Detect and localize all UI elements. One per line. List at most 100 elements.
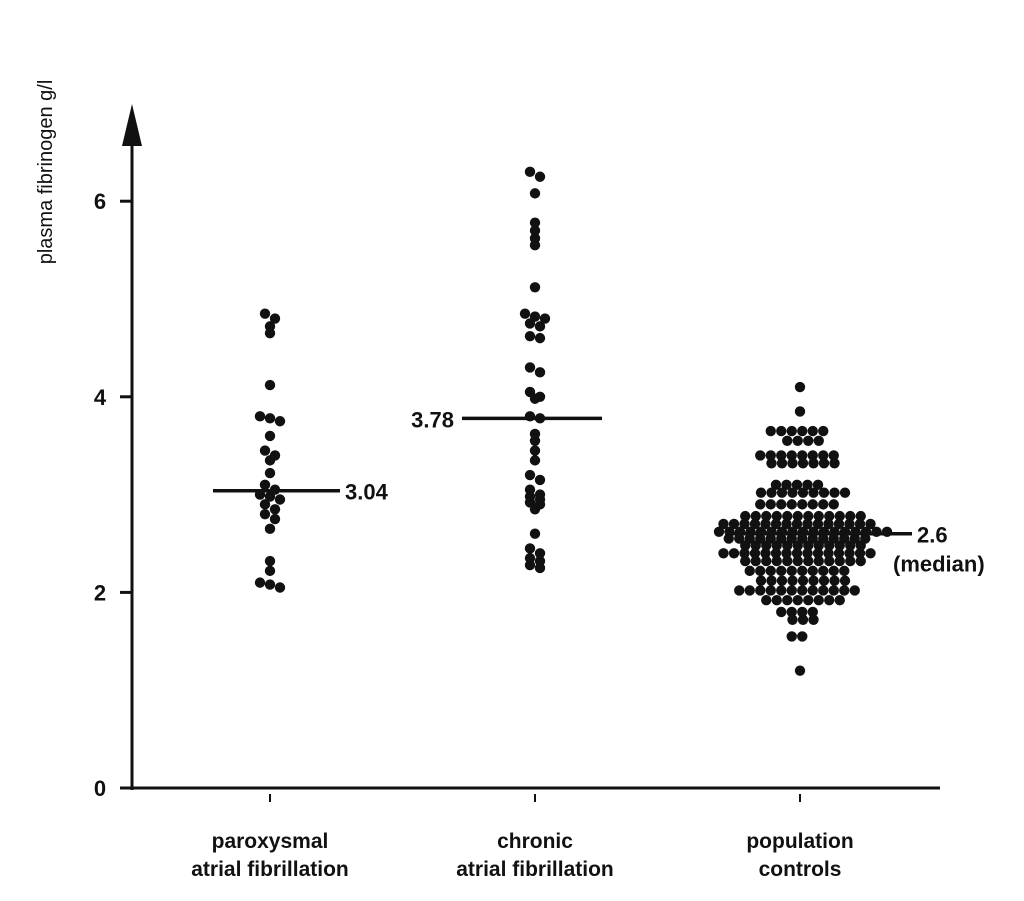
data-point (781, 548, 792, 559)
data-point (534, 367, 546, 378)
data-point (529, 455, 541, 466)
data-point (865, 518, 876, 530)
data-point (264, 328, 276, 339)
data-point (865, 548, 876, 559)
data-point (776, 575, 788, 586)
data-point (529, 445, 541, 456)
data-point (786, 499, 797, 510)
category-label: population (746, 830, 853, 853)
data-point (524, 362, 536, 373)
data-point (750, 555, 761, 567)
data-point (786, 450, 797, 461)
data-point (833, 548, 845, 559)
data-point (264, 455, 276, 466)
y-tick-label: 2 (94, 580, 106, 605)
data-point (771, 595, 782, 606)
data-point (259, 479, 271, 491)
data-point (534, 332, 546, 344)
data-point (269, 504, 281, 515)
category-label: atrial fibrillation (191, 858, 349, 881)
data-point (770, 518, 782, 530)
data-point (792, 540, 803, 551)
data-point (845, 510, 856, 522)
data-point (264, 555, 276, 567)
data-point (786, 565, 797, 577)
data-point (794, 665, 806, 676)
data-point (524, 543, 536, 554)
data-point (254, 577, 266, 588)
data-point (755, 487, 767, 498)
data-point (728, 518, 740, 530)
data-point (797, 499, 808, 510)
data-point (813, 595, 824, 606)
data-point (807, 425, 818, 437)
data-point (534, 474, 546, 486)
group-2: 2.6 (median) population controls (713, 381, 985, 881)
data-point (844, 518, 855, 530)
data-point (807, 450, 818, 461)
data-point (828, 499, 839, 510)
data-point (813, 510, 824, 522)
data-point (740, 510, 751, 522)
data-point (529, 393, 541, 404)
data-point (824, 510, 835, 522)
data-point (264, 413, 276, 424)
data-point (776, 487, 788, 498)
data-point (845, 555, 856, 567)
data-point (770, 548, 782, 559)
data-point (264, 491, 276, 502)
data-point (749, 548, 761, 559)
data-point (782, 510, 793, 522)
data-point (264, 565, 276, 577)
data-point (828, 585, 839, 596)
data-point (524, 166, 536, 178)
data-point (529, 188, 541, 199)
data-point (855, 540, 866, 551)
data-point (761, 595, 772, 606)
data-point (797, 631, 808, 642)
data-point (755, 585, 766, 596)
data-point (771, 555, 782, 567)
data-point (713, 526, 725, 537)
data-point (740, 555, 751, 567)
data-point (534, 548, 546, 559)
data-point (802, 548, 813, 559)
data-point (792, 595, 803, 606)
data-point (818, 499, 829, 510)
data-point (797, 614, 809, 625)
data-point (802, 479, 813, 491)
data-point (776, 450, 787, 461)
data-point (782, 555, 793, 567)
data-point (734, 585, 745, 596)
data-point (529, 225, 541, 236)
data-point (755, 450, 766, 461)
data-point (828, 565, 839, 577)
data-point (782, 595, 793, 606)
data-point (254, 411, 266, 422)
data-point (766, 458, 777, 469)
data-point (834, 555, 845, 567)
category-label: atrial fibrillation (456, 858, 614, 881)
data-point (761, 540, 772, 551)
data-point (808, 487, 819, 498)
data-point (794, 381, 806, 393)
data-point (818, 565, 829, 577)
data-point (787, 487, 798, 498)
data-point (803, 555, 814, 567)
data-point (797, 585, 808, 596)
data-point (829, 458, 840, 469)
data-point (776, 585, 787, 596)
data-point (813, 555, 824, 567)
data-point (529, 504, 541, 515)
data-point (534, 562, 546, 574)
data-point (807, 499, 818, 510)
data-point (776, 425, 787, 437)
data-point (818, 458, 830, 469)
group-0: 3.04 paroxysmal atrial fibrillation (191, 308, 389, 881)
data-point (829, 575, 840, 586)
data-point (524, 318, 536, 329)
data-point (818, 487, 830, 498)
data-point (834, 595, 845, 606)
data-point (839, 575, 851, 586)
data-point (797, 450, 808, 461)
